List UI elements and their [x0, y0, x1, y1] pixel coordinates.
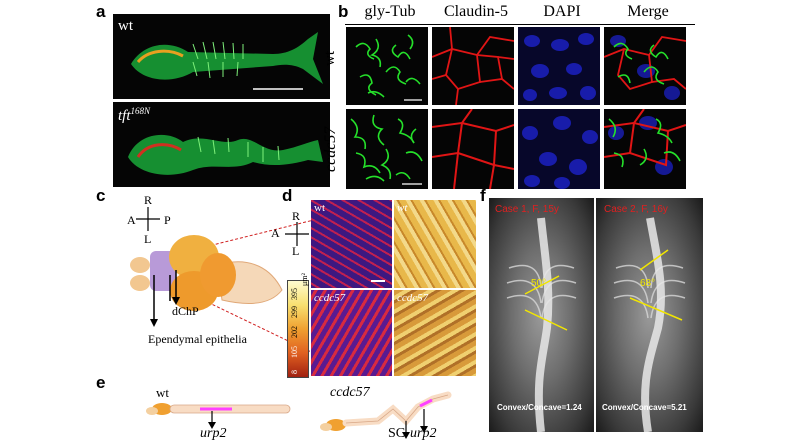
f-angle1: 50°: [531, 278, 547, 289]
d-tick-105: 105: [290, 346, 299, 358]
panel-b-label: b: [338, 2, 349, 21]
b-wt-claudin-image: [432, 27, 514, 105]
d-mut-label-left: ccdc57: [314, 292, 346, 304]
d-mut-area-map: ccdc57: [394, 290, 476, 376]
e-wt-label: wt: [156, 385, 169, 400]
col-header-dapi: DAPI: [543, 3, 581, 20]
b-mut-merge-image: [604, 109, 686, 189]
panel-a-wt-image: wt: [113, 14, 330, 99]
panel-f-label: f: [480, 186, 486, 205]
c-axis-r: R: [144, 193, 153, 207]
panel-e-label: e: [96, 373, 106, 392]
panel-d-label: d: [282, 186, 293, 205]
f-case1-label: Case 1, F, 15y: [495, 204, 559, 215]
d-wt-area-map: wt: [394, 200, 476, 288]
c-dchp-label: dChP: [172, 304, 199, 318]
nuclei-icon: [523, 33, 596, 101]
d-axis-r: R: [292, 209, 301, 223]
mutant-skeleton-icon: [128, 134, 323, 175]
d-tick-395: 395: [290, 288, 299, 300]
f-case2-label: Case 2, F, 16y: [604, 204, 668, 215]
panel-a-mutant-label: tft168N: [118, 106, 150, 125]
f-xray-case2: Case 2, F, 16y 68° Convex/Concave=5.21: [596, 198, 703, 432]
f-ratio1: Convex/Concave=1.24: [497, 403, 582, 412]
d-tick-299: 299: [290, 306, 299, 318]
row-label-wt: wt: [322, 51, 338, 66]
b-mut-glytub-image: [346, 109, 428, 189]
e-mut-label: ccdc57: [330, 385, 370, 400]
tight-junction-icon: [432, 27, 514, 105]
b-mut-claudin-image: [432, 109, 514, 189]
e-wt-fish-icon: [146, 403, 291, 429]
spine-xray-icon: [506, 217, 577, 432]
c-axis-l: L: [144, 232, 152, 246]
d-colorbar: [287, 280, 309, 378]
e-sc-label: SC: [388, 426, 406, 441]
e-mutant-fish-icon: [320, 391, 452, 439]
d-axis-cross: [285, 222, 309, 246]
d-tick-8: 8: [290, 370, 299, 374]
b-wt-merge-image: [604, 27, 686, 105]
d-axis-l: L: [292, 244, 300, 258]
d-axis-a: A: [271, 226, 280, 240]
header-rule: [345, 24, 695, 25]
c-axis-a: A: [127, 213, 136, 227]
mutant-genotype-base: tft: [118, 108, 131, 124]
d-wt-cells-image: wt: [311, 200, 392, 288]
merge-overlay-icon: [604, 109, 686, 175]
d-wt-label-left: wt: [314, 202, 325, 214]
panel-a-mutant-image: tft168N: [113, 102, 330, 187]
d-colorbar-unit: μm²: [300, 273, 309, 286]
row-label-ccdc57: ccdc57: [322, 126, 339, 172]
spine-xray-icon: [613, 217, 686, 432]
d-mut-cells-image: ccdc57: [311, 290, 392, 376]
b-mut-dapi-image: [518, 109, 600, 189]
d-mut-label-right: ccdc57: [397, 292, 429, 304]
c-axis-p: P: [164, 213, 171, 227]
c-caption: Ependymal epithelia: [148, 332, 247, 346]
f-ratio2: Convex/Concave=5.21: [602, 403, 687, 412]
b-wt-glytub-image: [346, 27, 428, 105]
b-wt-dapi-image: [518, 27, 600, 105]
panel-a-wt-label: wt: [118, 18, 133, 34]
wt-skeleton-icon: [131, 32, 323, 90]
cilia-icon: [350, 114, 423, 185]
panel-c-diagram: [130, 207, 335, 364]
mutant-genotype-sup: 168N: [130, 106, 151, 116]
tight-junction-icon: [432, 109, 514, 189]
f-angle2: 68°: [640, 278, 656, 289]
d-scale-bar: [371, 280, 385, 282]
d-tick-202: 202: [290, 326, 299, 338]
e-wt-gene: urp2: [200, 426, 227, 441]
col-header-merge: Merge: [627, 3, 669, 20]
f-xray-case1: Case 1, F, 15y 50° Convex/Concave=1.24: [489, 198, 594, 432]
e-mut-gene: urp2: [410, 426, 437, 441]
d-wt-label-right: wt: [397, 202, 408, 214]
panel-c-label: c: [96, 186, 106, 205]
col-header-gly-tub: gly-Tub: [364, 3, 416, 20]
col-header-claudin: Claudin-5: [444, 3, 508, 20]
panel-a-label: a: [96, 2, 106, 21]
cilia-icon: [355, 34, 422, 101]
merge-overlay-icon: [604, 35, 686, 100]
nuclei-icon: [522, 116, 598, 189]
